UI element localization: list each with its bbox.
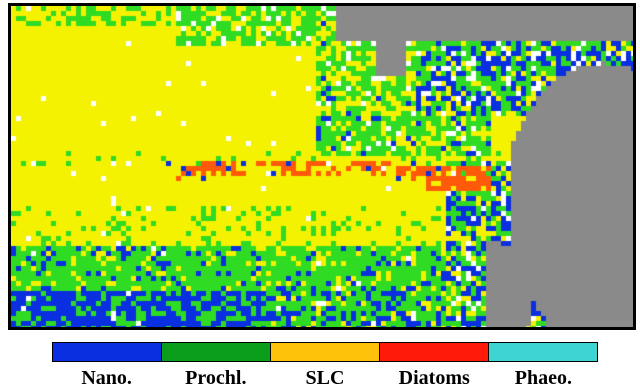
legend-label-phaeo: Phaeo.	[514, 367, 573, 389]
legend-label-nano: Nano.	[81, 367, 132, 389]
legend-label-slc: SLC	[305, 367, 345, 389]
phytoplankton-map	[8, 3, 636, 330]
legend-swatch-nano	[53, 343, 162, 361]
legend-swatch-prochl	[162, 343, 271, 361]
legend-label-prochl: Prochl.	[185, 367, 247, 389]
map-raster	[11, 6, 633, 327]
legend-swatch-diatoms	[380, 343, 489, 361]
legend-swatch-slc	[271, 343, 380, 361]
legend-label-diatoms: Diatoms	[398, 367, 470, 389]
legend-color-bar	[52, 342, 598, 362]
legend-swatch-phaeo	[489, 343, 597, 361]
legend-labels: Nano. Prochl. SLC Diatoms Phaeo.	[52, 366, 598, 390]
